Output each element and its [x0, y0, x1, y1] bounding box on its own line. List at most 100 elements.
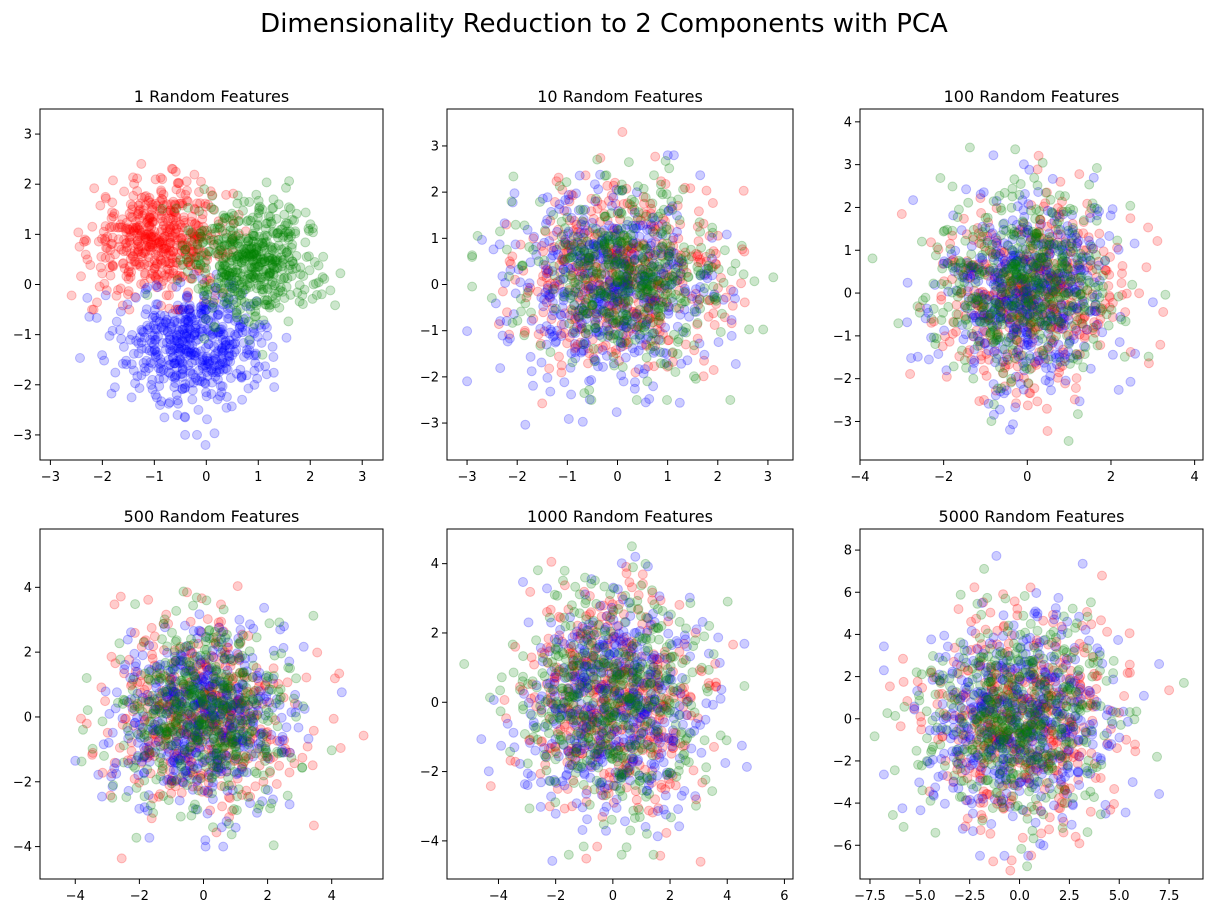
scatter-point-green — [567, 305, 578, 316]
scatter-point-blue — [222, 298, 233, 308]
scatter-point-blue — [675, 268, 686, 279]
scatter-point-red — [635, 320, 646, 331]
scatter-point-blue — [178, 324, 189, 335]
scatter-point-blue — [612, 243, 623, 254]
scatter-point-blue — [596, 245, 607, 256]
scatter-point-red — [994, 297, 1005, 308]
scatter-point-green — [648, 262, 659, 273]
scatter-point-blue — [574, 170, 585, 181]
scatter-point-red — [182, 242, 193, 253]
scatter-point-green — [251, 249, 262, 260]
scatter-point-red — [693, 257, 704, 268]
scatter-point-red — [1019, 274, 1030, 285]
scatter-point-red — [1037, 253, 1048, 264]
x-tick-label: −2 — [508, 470, 527, 485]
scatter-point-blue — [627, 238, 638, 249]
scatter-point-green — [642, 279, 653, 290]
scatter-point-blue — [163, 367, 174, 378]
scatter-point-red — [1053, 268, 1064, 279]
scatter-point-green — [653, 275, 664, 286]
scatter-point-blue — [1130, 348, 1141, 359]
scatter-point-red — [1048, 271, 1059, 282]
scatter-point-red — [635, 263, 645, 274]
scatter-point-blue — [497, 330, 508, 341]
scatter-point-blue — [175, 329, 186, 340]
scatter-point-blue — [268, 367, 279, 378]
scatter-point-green — [254, 201, 265, 212]
scatter-point-green — [262, 252, 272, 263]
scatter-point-green — [197, 279, 208, 290]
scatter-point-blue — [260, 361, 271, 372]
scatter-point-red — [158, 276, 168, 287]
scatter-point-green — [654, 289, 665, 300]
scatter-point-red — [134, 224, 145, 235]
scatter-point-red — [1042, 221, 1053, 232]
scatter-point-red — [1046, 218, 1057, 229]
scatter-point-red — [1017, 284, 1028, 295]
scatter-point-green — [1090, 282, 1101, 293]
scatter-point-red — [622, 198, 633, 209]
scatter-point-blue — [902, 317, 913, 328]
scatter-point-green — [1068, 246, 1079, 257]
scatter-point-blue — [589, 354, 600, 365]
scatter-point-green — [1068, 223, 1079, 233]
scatter-point-red — [124, 261, 135, 272]
scatter-point-blue — [611, 291, 622, 302]
scatter-point-red — [1074, 169, 1085, 180]
scatter-point-green — [307, 223, 318, 234]
scatter-point-red — [1006, 376, 1017, 387]
scatter-point-red — [143, 195, 154, 206]
scatter-point-green — [222, 265, 233, 276]
scatter-point-blue — [664, 259, 675, 270]
scatter-point-red — [188, 228, 199, 239]
scatter-point-red — [1013, 227, 1024, 238]
scatter-point-red — [1047, 338, 1058, 349]
scatter-point-green — [264, 271, 275, 281]
scatter-point-red — [1065, 246, 1076, 257]
scatter-point-blue — [204, 356, 215, 367]
scatter-point-blue — [547, 250, 558, 261]
scatter-point-blue — [648, 212, 659, 223]
scatter-point-red — [709, 320, 720, 330]
scatter-point-blue — [604, 307, 615, 318]
scatter-point-green — [693, 265, 704, 276]
scatter-point-red — [66, 290, 77, 301]
scatter-point-blue — [142, 324, 153, 335]
scatter-point-blue — [730, 359, 741, 369]
scatter-point-green — [980, 223, 991, 234]
scatter-point-red — [164, 232, 175, 243]
scatter-point-green — [231, 305, 242, 316]
scatter-point-green — [995, 202, 1006, 213]
scatter-point-blue — [1104, 231, 1115, 241]
scatter-point-green — [624, 199, 635, 210]
scatter-point-red — [81, 235, 92, 246]
scatter-point-red — [976, 208, 987, 218]
scatter-point-red — [1117, 268, 1127, 279]
scatter-point-blue — [150, 352, 161, 362]
scatter-point-green — [221, 270, 232, 280]
scatter-point-red — [617, 249, 628, 260]
scatter-point-blue — [195, 357, 206, 368]
scatter-point-green — [278, 254, 289, 265]
scatter-point-blue — [501, 316, 512, 326]
scatter-point-red — [175, 198, 186, 209]
scatter-point-red — [146, 232, 157, 243]
scatter-point-red — [116, 853, 127, 864]
scatter-point-green — [1003, 240, 1014, 251]
scatter-point-green — [603, 308, 614, 318]
scatter-point-red — [610, 198, 621, 209]
scatter-point-blue — [158, 373, 169, 384]
scatter-point-green — [277, 224, 288, 235]
scatter-point-green — [662, 238, 672, 249]
scatter-point-blue — [1024, 164, 1035, 175]
scatter-point-green — [623, 157, 634, 168]
scatter-point-red — [655, 318, 666, 329]
scatter-point-blue — [211, 269, 222, 280]
scatter-point-red — [955, 265, 966, 276]
scatter-point-green — [303, 251, 314, 262]
scatter-point-blue — [215, 358, 226, 369]
scatter-point-green — [214, 260, 225, 271]
scatter-point-green — [194, 206, 205, 217]
scatter-point-blue — [207, 367, 218, 378]
scatter-point-green — [615, 258, 626, 269]
